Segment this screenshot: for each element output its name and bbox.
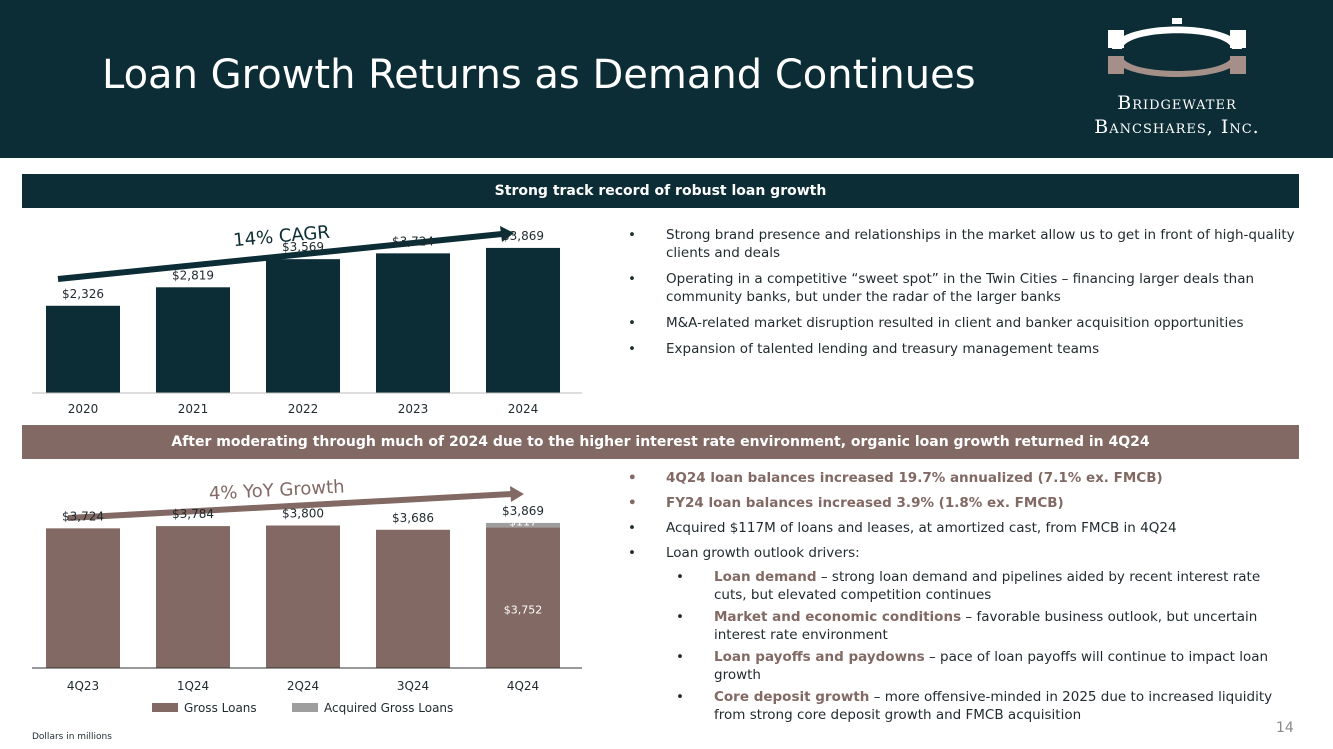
data-label: $3,784 bbox=[172, 507, 214, 521]
driver-text: – more offensive-minded in 2025 due to i… bbox=[714, 689, 1273, 723]
bar-gross-4Q23 bbox=[46, 528, 120, 668]
footnote: Dollars in millions bbox=[32, 732, 112, 742]
header-bar: Loan Growth Returns as Demand Continues … bbox=[0, 0, 1333, 158]
driver-label: Loan demand bbox=[714, 569, 817, 585]
driver-text: – strong loan demand and pipelines aided… bbox=[714, 569, 1261, 603]
company-logo: Bridgewater Bancshares, Inc. bbox=[1062, 14, 1292, 144]
data-label: $3,569 bbox=[282, 240, 324, 254]
bar-gross-1Q24 bbox=[156, 526, 230, 668]
driver-text: – pace of loan payoffs will continue to … bbox=[714, 649, 1269, 683]
bullet-item: Strong brand presence and relationships … bbox=[626, 226, 1296, 262]
bullet-item: 4Q24 loan balances increased 19.7% annua… bbox=[626, 469, 1296, 487]
legend-label-gross: Gross Loans bbox=[184, 701, 257, 715]
data-label: $2,819 bbox=[172, 268, 214, 282]
data-label: $3,686 bbox=[392, 511, 434, 525]
bar-2023 bbox=[376, 253, 450, 393]
logo-text-line2: Bancshares, Inc. bbox=[1094, 116, 1260, 138]
drivers-list: Loan demand – strong loan demand and pip… bbox=[666, 568, 1296, 724]
x-tick-label: 1Q24 bbox=[177, 679, 209, 693]
bullet-item: Operating in a competitive “sweet spot” … bbox=[626, 270, 1296, 306]
data-label: $3,724 bbox=[392, 234, 434, 248]
bar-gross-2Q24 bbox=[266, 525, 340, 668]
logo-emblem-icon bbox=[1108, 18, 1246, 77]
driver-label: Core deposit growth bbox=[714, 689, 870, 705]
legend-swatch-acquired bbox=[292, 703, 318, 712]
bar-2021 bbox=[156, 287, 230, 393]
driver-item: Loan payoffs and paydowns – pace of loan… bbox=[666, 648, 1296, 684]
quarterly-loans-chart: 4% YoY Growth $3,724 4Q23 $3,784 1Q24 $3,800… bbox=[32, 476, 582, 715]
bar-gross-4Q24 bbox=[486, 527, 560, 668]
bullet-item: Acquired $117M of loans and leases, at a… bbox=[626, 519, 1296, 537]
bar-acquired-4Q24 bbox=[486, 522, 560, 528]
page-number: 14 bbox=[1276, 720, 1294, 736]
section2-banner: After moderating through much of 2024 du… bbox=[22, 425, 1299, 459]
annual-loans-chart: 14% CAGR $2,3262020$2,8192021$3,5692022$… bbox=[32, 222, 582, 416]
chart-legend: Gross Loans Acquired Gross Loans bbox=[152, 701, 453, 715]
bullet-item: M&A-related market disruption resulted i… bbox=[626, 314, 1296, 332]
x-tick-label: 4Q23 bbox=[67, 679, 99, 693]
bullet-item: Loan growth outlook drivers: Loan demand… bbox=[626, 544, 1296, 724]
logo-text-line1: Bridgewater bbox=[1117, 92, 1237, 114]
x-tick-label: 4Q24 bbox=[507, 679, 539, 693]
page-title: Loan Growth Returns as Demand Continues bbox=[102, 52, 976, 98]
x-tick-label: 2Q24 bbox=[287, 679, 319, 693]
x-tick-label: 2023 bbox=[398, 402, 429, 416]
bullet-item: Expansion of talented lending and treasu… bbox=[626, 340, 1296, 358]
yoy-label: 4% YoY Growth bbox=[208, 476, 345, 504]
bar-2024 bbox=[486, 247, 560, 393]
data-label: $3,869 bbox=[502, 229, 544, 243]
bar-2022 bbox=[266, 259, 340, 393]
legend-label-acquired: Acquired Gross Loans bbox=[324, 701, 453, 715]
driver-label: Loan payoffs and paydowns bbox=[714, 649, 925, 665]
section2-bullets: 4Q24 loan balances increased 19.7% annua… bbox=[626, 469, 1296, 731]
x-tick-label: 2024 bbox=[508, 402, 539, 416]
bar-2020 bbox=[46, 305, 120, 393]
legend-swatch-gross bbox=[152, 703, 178, 712]
data-label: $2,326 bbox=[62, 287, 104, 301]
data-label: $3,800 bbox=[282, 507, 324, 521]
data-label: $3,724 bbox=[62, 509, 104, 523]
driver-text: – favorable business outlook, but uncert… bbox=[714, 609, 1258, 643]
gross-segment-label: $3,752 bbox=[504, 604, 543, 617]
section1-bullets: Strong brand presence and relationships … bbox=[626, 226, 1296, 366]
x-tick-label: 3Q24 bbox=[397, 679, 429, 693]
x-tick-label: 2022 bbox=[288, 402, 319, 416]
section1-banner: Strong track record of robust loan growt… bbox=[22, 174, 1299, 208]
driver-item: Market and economic conditions – favorab… bbox=[666, 608, 1296, 644]
x-tick-label: 2021 bbox=[178, 402, 209, 416]
bullet-text: Loan growth outlook drivers: bbox=[666, 545, 860, 561]
x-tick-label: 2020 bbox=[68, 402, 99, 416]
bullet-item: FY24 loan balances increased 3.9% (1.8% … bbox=[626, 494, 1296, 512]
driver-label: Market and economic conditions bbox=[714, 609, 962, 625]
data-label: $3,869 bbox=[502, 504, 544, 518]
driver-item: Loan demand – strong loan demand and pip… bbox=[666, 568, 1296, 604]
cagr-arrow bbox=[57, 226, 514, 282]
yoy-arrow bbox=[67, 486, 524, 521]
driver-item: Core deposit growth – more offensive-min… bbox=[666, 688, 1296, 724]
acquired-segment-label: $117 bbox=[509, 515, 537, 528]
bar-gross-3Q24 bbox=[376, 529, 450, 668]
